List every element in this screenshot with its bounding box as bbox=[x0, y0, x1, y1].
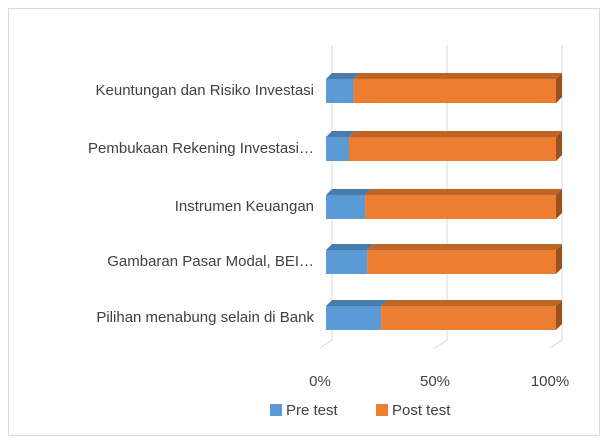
bar-top bbox=[326, 244, 374, 250]
y-tick-label: Pilihan menabung selain di Bank bbox=[96, 309, 314, 326]
bar bbox=[381, 306, 556, 330]
x-tick-label: 50% bbox=[420, 373, 450, 390]
bar-side bbox=[556, 73, 562, 103]
x-tick-label: 0% bbox=[309, 373, 331, 390]
bar bbox=[365, 195, 556, 219]
bar-side bbox=[556, 300, 562, 330]
x-tick-label: 100% bbox=[531, 373, 569, 390]
bar-top bbox=[353, 73, 562, 79]
y-tick-label: Instrumen Keuangan bbox=[175, 198, 314, 215]
bar bbox=[349, 137, 556, 161]
bar-top bbox=[367, 244, 562, 250]
legend-label: Pre test bbox=[286, 402, 339, 419]
bar-side bbox=[556, 131, 562, 161]
legend-swatch bbox=[270, 404, 282, 416]
bar bbox=[326, 306, 382, 330]
bar bbox=[326, 79, 354, 103]
y-tick-label: Gambaran Pasar Modal, BEI… bbox=[107, 253, 314, 270]
bar-top bbox=[365, 189, 562, 195]
bar bbox=[367, 250, 556, 274]
y-tick-label: Keuntungan dan Risiko Investasi bbox=[96, 82, 314, 99]
legend-label: Post test bbox=[392, 402, 451, 419]
y-tick-label: Pembukaan Rekening Investasi… bbox=[88, 140, 314, 157]
bar-top bbox=[381, 300, 562, 306]
bar-top bbox=[326, 73, 360, 79]
chart-border bbox=[8, 8, 600, 436]
bar-top bbox=[326, 189, 372, 195]
bar bbox=[326, 195, 366, 219]
bar-top bbox=[349, 131, 562, 137]
bar-side bbox=[556, 189, 562, 219]
bar bbox=[326, 137, 349, 161]
legend-swatch bbox=[376, 404, 388, 416]
bar-top bbox=[326, 300, 388, 306]
bar bbox=[326, 250, 368, 274]
bar-top bbox=[326, 131, 355, 137]
bar-side bbox=[556, 244, 562, 274]
bar bbox=[353, 79, 556, 103]
